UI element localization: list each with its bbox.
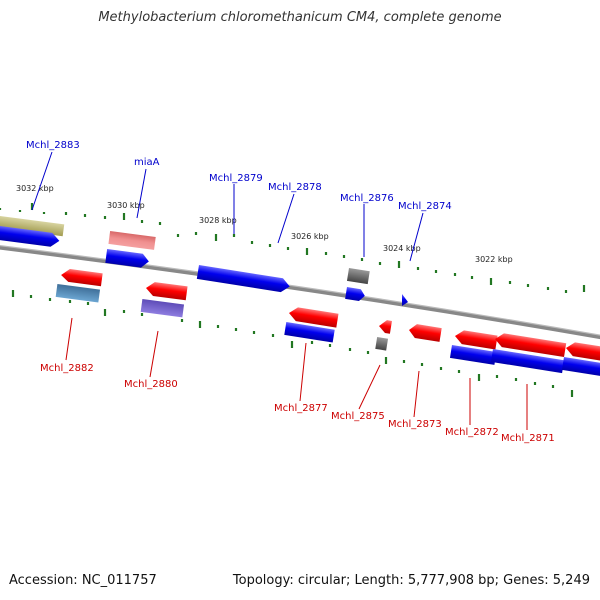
- scale-label: 3026 kbp: [291, 232, 329, 241]
- gene-blue-3-bar[interactable]: [284, 322, 335, 343]
- gene-labels-top: Mchl_2883 miaA Mchl_2879 Mchl_2878 Mchl_…: [26, 140, 452, 212]
- gene-label-mchl-2876[interactable]: Mchl_2876: [340, 193, 394, 204]
- gene-blue-right-1-bar[interactable]: [449, 345, 497, 365]
- gene-label-mchl-2871[interactable]: Mchl_2871: [501, 433, 555, 444]
- gene-label-mchl-2882[interactable]: Mchl_2882: [40, 363, 94, 374]
- leader-lines-bottom: [65, 317, 528, 430]
- gene-blue-2-bar[interactable]: [105, 249, 149, 268]
- gene-label-mchl-2874[interactable]: Mchl_2874: [398, 201, 452, 212]
- scale-ticks-top: [0, 203, 586, 293]
- gene-blue-right-2-bar[interactable]: [490, 349, 565, 374]
- leader-lines-top: [31, 151, 424, 262]
- gene-grey-small-bar[interactable]: [375, 337, 389, 351]
- gene-mchl-2874-bar[interactable]: [402, 294, 408, 306]
- scale-labels: 3032 kbp 3030 kbp 3028 kbp 3026 kbp 3024…: [16, 184, 513, 264]
- gene-blue-left-bar[interactable]: [0, 224, 60, 248]
- gene-label-mchl-2872[interactable]: Mchl_2872: [445, 427, 499, 438]
- gene-mchl-2882-bar[interactable]: [60, 268, 103, 287]
- gene-blue-small-bar[interactable]: [345, 287, 366, 302]
- gene-mchl-2873-bar[interactable]: [408, 323, 442, 342]
- gene-label-mchl-2883[interactable]: Mchl_2883: [26, 140, 80, 151]
- gene-blue-right-3-bar[interactable]: [561, 357, 600, 378]
- gene-red-right-bar[interactable]: [565, 341, 600, 362]
- gene-mchl-2876-bar[interactable]: [346, 267, 370, 285]
- gene-mchl-2883-bar[interactable]: [0, 215, 65, 237]
- scale-label: 3030 kbp: [107, 201, 145, 210]
- scale-label: 3028 kbp: [199, 216, 237, 225]
- gene-label-mchl-2878[interactable]: Mchl_2878: [268, 182, 322, 193]
- gene-mchl-2877-bar[interactable]: [288, 306, 339, 328]
- genome-info-text: Topology: circular; Length: 5,777,908 bp…: [232, 573, 590, 588]
- gene-mchl-2879-bar[interactable]: [196, 265, 291, 293]
- scale-ticks-bottom: [11, 290, 574, 397]
- map-title: Methylobacterium chloromethanicum CM4, c…: [98, 10, 502, 25]
- accession-text: Accession: NC_011757: [9, 573, 157, 588]
- scale-label: 3024 kbp: [383, 244, 421, 253]
- gene-label-mchl-2880[interactable]: Mchl_2880: [124, 379, 178, 390]
- gene-label-miaA[interactable]: miaA: [134, 157, 160, 168]
- gene-miaA-bar[interactable]: [108, 231, 156, 250]
- gene-label-mchl-2873[interactable]: Mchl_2873: [388, 419, 442, 430]
- gene-mchl-2875-bar[interactable]: [378, 319, 392, 334]
- gene-mchl-2880-bar[interactable]: [145, 281, 188, 301]
- gene-label-mchl-2879[interactable]: Mchl_2879: [209, 173, 263, 184]
- gene-purple-bar[interactable]: [140, 299, 185, 318]
- scale-label: 3032 kbp: [16, 184, 54, 193]
- genome-backbone: [0, 245, 600, 340]
- gene-labels-bottom: Mchl_2882 Mchl_2880 Mchl_2877 Mchl_2875 …: [40, 363, 555, 444]
- gene-steel-bar[interactable]: [55, 284, 101, 303]
- gene-label-mchl-2875[interactable]: Mchl_2875: [331, 411, 385, 422]
- gene-label-mchl-2877[interactable]: Mchl_2877: [274, 403, 328, 414]
- scale-label: 3022 kbp: [475, 255, 513, 264]
- gene-mchl-2871-bar[interactable]: [494, 332, 567, 358]
- gene-mchl-2872-bar[interactable]: [454, 329, 498, 350]
